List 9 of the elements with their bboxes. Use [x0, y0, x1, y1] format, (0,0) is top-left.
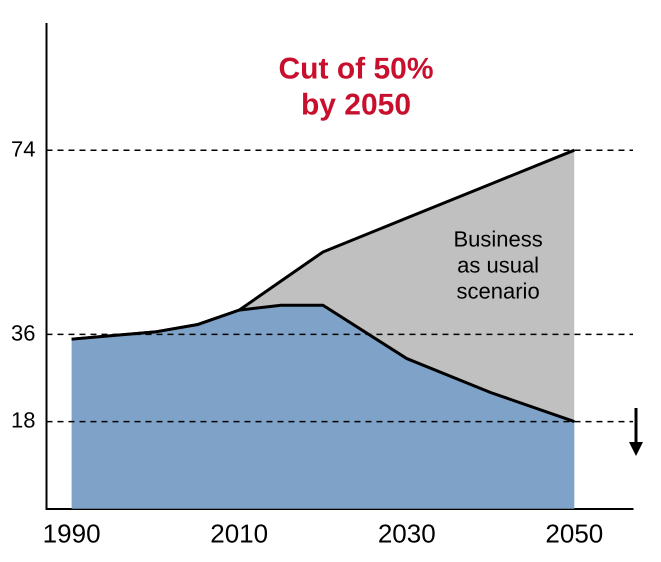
y-tick-label: 36: [10, 320, 36, 346]
y-tick-label: 74: [10, 136, 36, 162]
y-tick-label: 18: [10, 408, 36, 433]
x-tick-label: 1990: [42, 518, 101, 549]
x-tick-label: 2050: [545, 518, 604, 549]
text: Cut of 50% by 2050: [278, 52, 434, 122]
annotation: Business as usual scenario: [453, 226, 543, 304]
x-tick-label: 2030: [378, 518, 436, 549]
x-tick-label: 2010: [210, 518, 268, 549]
